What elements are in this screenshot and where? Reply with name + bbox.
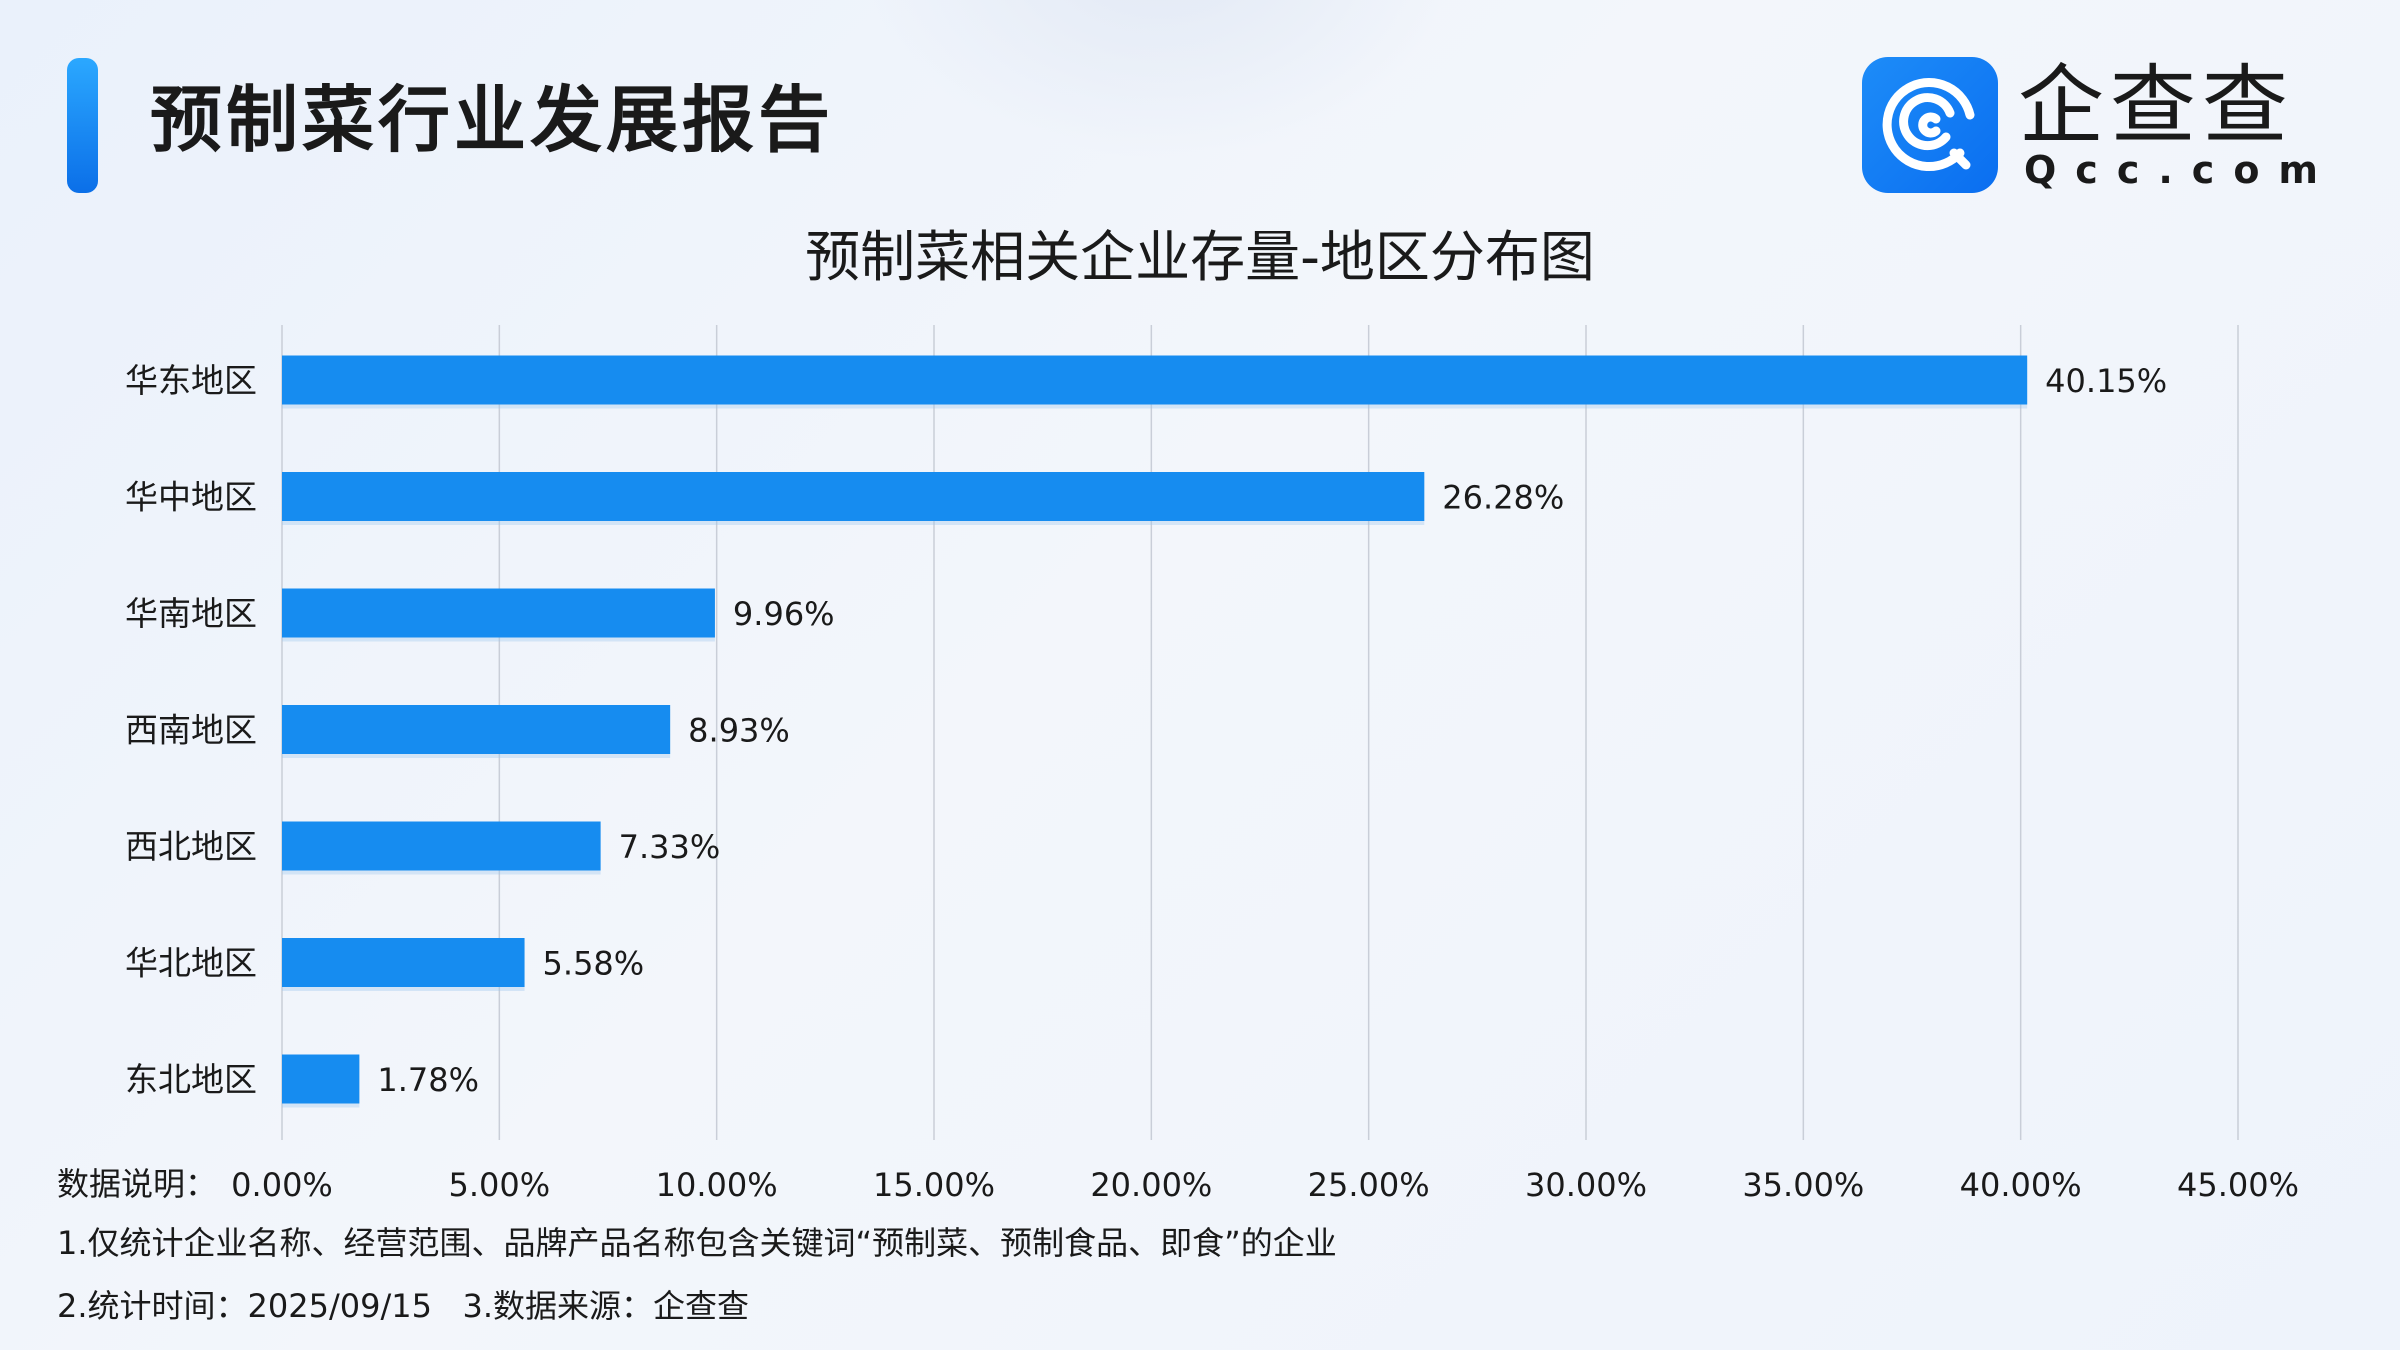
value-label: 1.78%	[377, 1061, 479, 1099]
category-label: 东北地区	[125, 1060, 257, 1099]
value-label: 5.58%	[543, 945, 645, 983]
value-label: 26.28%	[1442, 479, 1564, 517]
note-line-2: 2.统计时间：2025/09/15 3.数据来源：企查查	[57, 1287, 750, 1325]
bar	[282, 821, 601, 871]
category-label: 华南地区	[125, 594, 257, 633]
notes-label: 数据说明：	[57, 1165, 218, 1203]
bar	[282, 588, 715, 638]
x-tick-label: 15.00%	[873, 1166, 995, 1204]
x-tick-label: 20.00%	[1090, 1166, 1212, 1204]
x-tick-label: 35.00%	[1742, 1166, 1864, 1204]
bar	[282, 1054, 360, 1104]
x-tick-label: 0.00%	[231, 1166, 333, 1204]
category-label: 华中地区	[125, 478, 257, 517]
page-title: 预制菜行业发展报告	[150, 78, 835, 162]
bar	[282, 705, 671, 754]
bar	[282, 938, 525, 987]
category-label: 华东地区	[125, 361, 257, 400]
bar	[282, 472, 1425, 521]
bar	[282, 355, 2028, 405]
qcc-logo-domain: Qcc.com	[2024, 148, 2338, 192]
chart-title: 预制菜相关企业存量-地区分布图	[805, 225, 1595, 289]
x-tick-label: 45.00%	[2177, 1166, 2299, 1204]
x-tick-label: 5.00%	[449, 1166, 551, 1204]
category-label: 西北地区	[125, 827, 257, 866]
value-label: 7.33%	[619, 828, 721, 866]
note-line-1: 1.仅统计企业名称、经营范围、品牌产品名称包含关键词“预制菜、预制食品、即食”的…	[57, 1224, 1337, 1262]
x-tick-label: 40.00%	[1960, 1166, 2082, 1204]
x-tick-label: 10.00%	[656, 1166, 778, 1204]
qcc-logo-text: 企查查	[2018, 56, 2294, 156]
category-label: 西南地区	[125, 711, 257, 750]
x-tick-label: 25.00%	[1308, 1166, 1430, 1204]
qcc-logo-icon	[1862, 57, 1998, 193]
category-label: 华北地区	[125, 944, 257, 983]
value-label: 9.96%	[733, 595, 835, 633]
title-accent-bar	[67, 58, 98, 193]
value-label: 40.15%	[2045, 362, 2167, 400]
value-label: 8.93%	[688, 712, 790, 750]
x-tick-label: 30.00%	[1525, 1166, 1647, 1204]
